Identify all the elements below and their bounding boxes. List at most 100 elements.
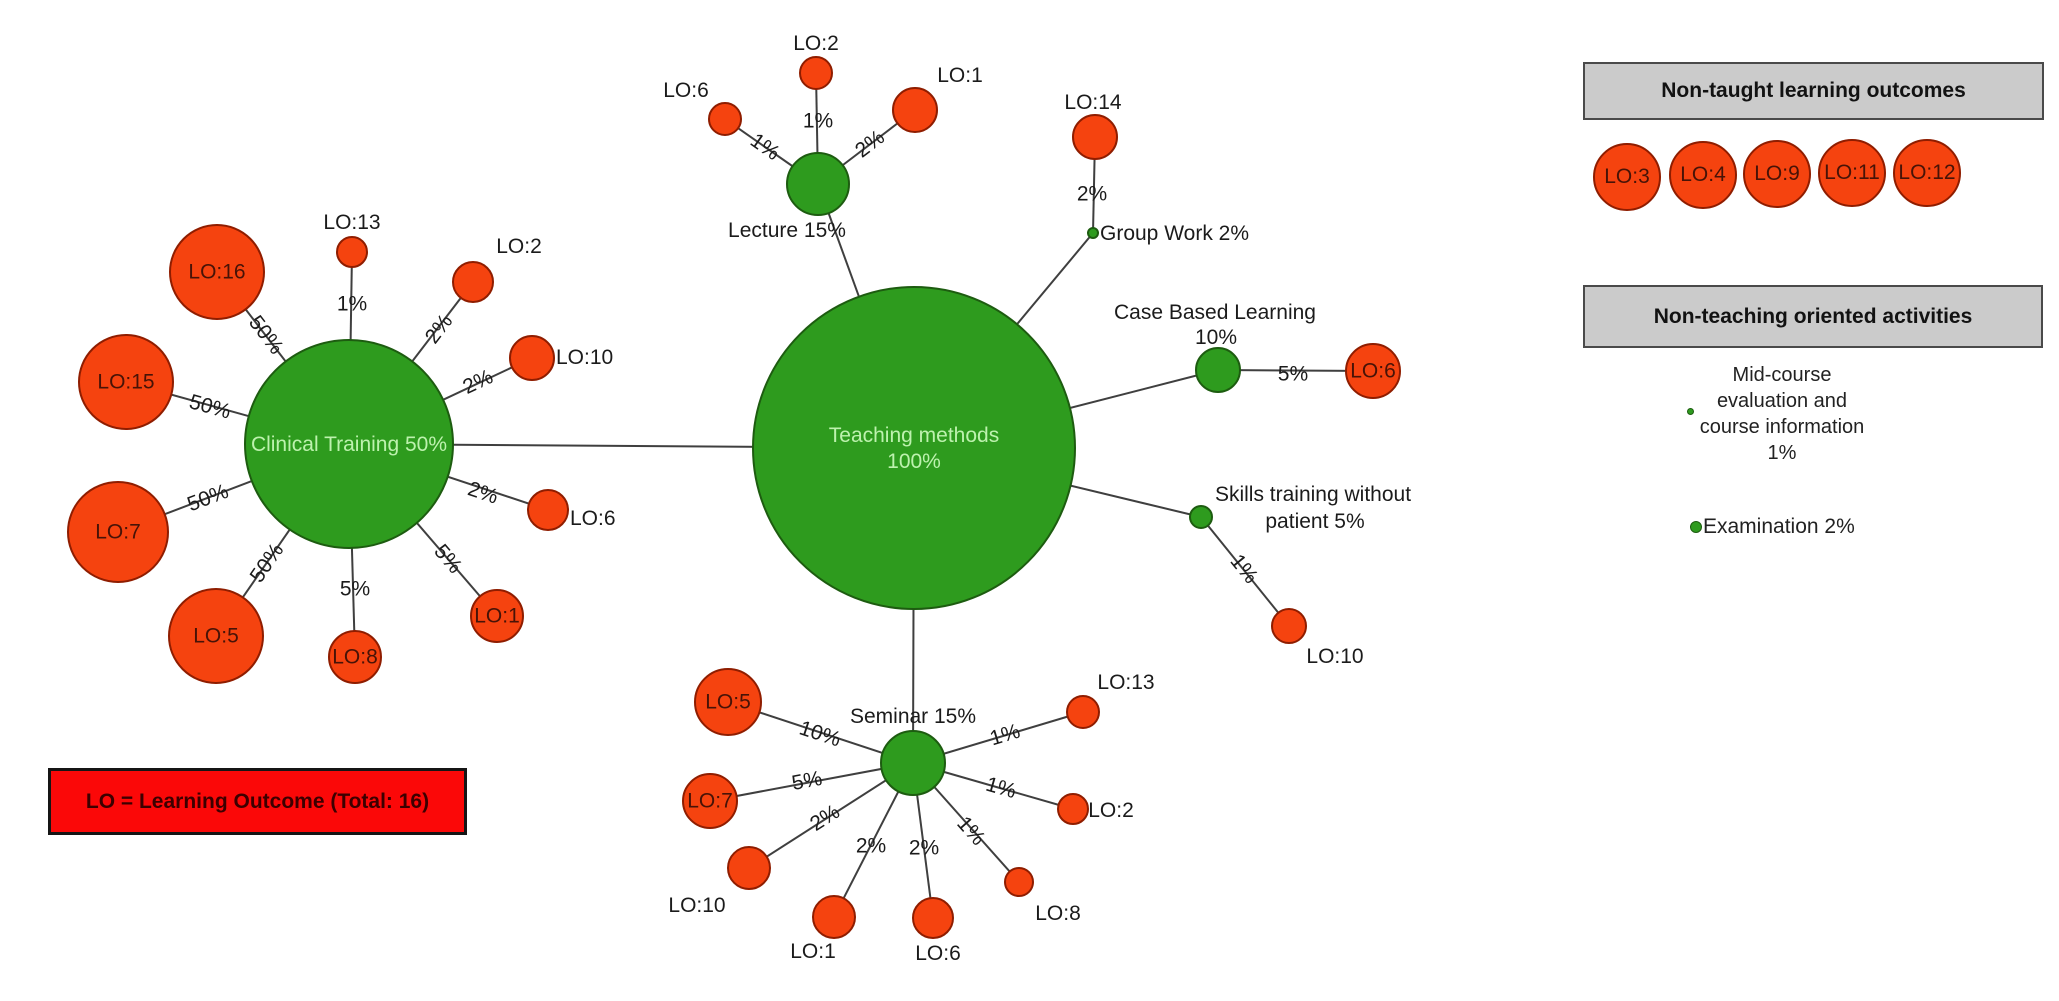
seminar-lo2-label: LO:2	[1088, 799, 1134, 822]
edge-label-clinical-lo13-clinical: 1%	[337, 293, 367, 316]
edge-label-clinical-lo6-clinical: 2%	[465, 477, 501, 508]
edge-label-seminar-lo1-seminar: 2%	[856, 835, 886, 858]
node-clinical	[244, 339, 454, 549]
seminar-lo1-label: LO:1	[790, 940, 836, 963]
node-lo5-seminar	[694, 668, 762, 736]
groupwork-lo14-label: LO:14	[1064, 91, 1122, 114]
node-lo2-clinical	[452, 261, 494, 303]
lecture-label: Lecture 15%	[728, 219, 846, 242]
node-label-lo15-clinical: LO:15	[97, 371, 154, 394]
examination-dot	[1690, 521, 1702, 533]
node-label-lo1-clinical: LO:1	[474, 605, 520, 628]
edge-label-seminar-lo6-seminar: 2%	[909, 837, 939, 860]
node-label-clinical: Clinical Training 50%	[251, 433, 447, 456]
midcourse-dot	[1687, 408, 1694, 415]
node-cbl	[1195, 347, 1241, 393]
non-teaching-header: Non-teaching oriented activities	[1583, 285, 2043, 348]
skills-lo10-label: LO:10	[1306, 645, 1363, 668]
node-lo6-clinical	[527, 489, 569, 531]
node-lo1-lecture	[892, 87, 938, 133]
node-lo14-groupwork	[1072, 114, 1118, 160]
examination-label: Examination 2%	[1703, 515, 1855, 538]
edge-label-clinical-lo8-clinical: 5%	[340, 578, 370, 601]
edge-label-seminar-lo7-seminar: 5%	[790, 767, 824, 795]
node-label-lo5-seminar: LO:5	[705, 691, 751, 714]
non-taught-lo12-circle: LO:12	[1893, 139, 1961, 207]
groupwork-label: Group Work 2%	[1100, 222, 1249, 245]
node-label-lo6-cbl: LO:6	[1350, 360, 1396, 383]
edge-label-clinical-lo10-clinical: 2%	[459, 365, 496, 399]
non-taught-lo3-circle: LO:3	[1593, 143, 1661, 211]
node-lo2-seminar	[1057, 793, 1089, 825]
seminar-lo13-label: LO:13	[1097, 671, 1154, 694]
node-lo7-clinical	[67, 481, 169, 583]
node-lo10-seminar	[727, 846, 771, 890]
node-label-teaching: Teaching methods 100%	[829, 424, 999, 473]
non-taught-header: Non-taught learning outcomes	[1583, 62, 2044, 120]
skills-label-line1: Skills training without	[1215, 483, 1411, 506]
lo-legend-box: LO = Learning Outcome (Total: 16)	[48, 768, 467, 835]
node-lo8-clinical	[328, 630, 382, 684]
seminar-lo6-label: LO:6	[915, 942, 961, 965]
node-lo15-clinical	[78, 334, 174, 430]
skills-label-line2: patient 5%	[1265, 510, 1364, 533]
clinical-lo2-label: LO:2	[496, 235, 542, 258]
node-label-lo5-clinical: LO:5	[193, 625, 239, 648]
node-lo13-seminar	[1066, 695, 1100, 729]
lecture-lo1-label: LO:1	[937, 64, 983, 87]
edge-label-clinical-lo5-clinical: 50%	[246, 539, 289, 587]
node-lecture	[786, 152, 850, 216]
node-label-lo8-clinical: LO:8	[332, 646, 378, 669]
node-lo1-seminar	[812, 895, 856, 939]
edge-label-seminar-lo10-seminar: 2%	[806, 800, 844, 836]
node-lo7-seminar	[682, 773, 738, 829]
seminar-lo10-label: LO:10	[668, 894, 725, 917]
midcourse-label: Mid-course evaluation and course informa…	[1699, 364, 1865, 464]
node-teaching	[752, 286, 1076, 610]
cbl-label-line2: 10%	[1195, 326, 1237, 349]
node-lo10-clinical	[509, 335, 555, 381]
clinical-lo10-label: LO:10	[556, 346, 613, 369]
node-lo5-clinical	[168, 588, 264, 684]
node-lo8-seminar	[1004, 867, 1034, 897]
node-lo1-clinical	[470, 589, 524, 643]
non-taught-lo9-circle: LO:9	[1743, 140, 1811, 208]
clinical-lo13-label: LO:13	[323, 211, 380, 234]
node-label-lo7-clinical: LO:7	[95, 521, 141, 544]
edge-seminar-lo7-seminar	[709, 762, 914, 802]
edge-label-clinical-lo1-clinical: 5%	[429, 540, 466, 578]
edge-label-seminar-lo5-seminar: 10%	[796, 717, 843, 752]
node-label-lo16-clinical: LO:16	[188, 261, 245, 284]
node-lo2-lecture	[799, 56, 833, 90]
lecture-lo2-label: LO:2	[793, 32, 839, 55]
node-lo6-seminar	[912, 897, 954, 939]
edge-label-cbl-lo6-cbl: 5%	[1278, 362, 1309, 385]
node-lo10-skills	[1271, 608, 1307, 644]
edge-label-lecture-lo1-lecture: 2%	[851, 126, 889, 163]
lo-legend-label: LO = Learning Outcome (Total: 16)	[85, 789, 430, 813]
node-lo6-lecture	[708, 102, 742, 136]
node-lo13-clinical	[336, 236, 368, 268]
edge-label-clinical-lo16-clinical: 50%	[244, 311, 288, 358]
clinical-lo6-label: LO:6	[570, 507, 616, 530]
edge-skills-lo10-skills	[1200, 516, 1290, 627]
node-label-lo7-seminar: LO:7	[687, 790, 733, 813]
non-teaching-header-label: Non-teaching oriented activities	[1653, 304, 1973, 328]
edge-label-groupwork-lo14-groupwork: 2%	[1077, 183, 1107, 206]
edge-label-seminar-lo2-seminar: 1%	[983, 773, 1019, 803]
node-seminar	[880, 730, 946, 796]
node-skills	[1189, 505, 1213, 529]
edge-label-lecture-lo2-lecture: 1%	[803, 110, 833, 133]
non-taught-header-label: Non-taught learning outcomes	[1661, 79, 1966, 102]
edge-label-lecture-lo6-lecture: 1%	[746, 129, 784, 165]
edge-label-clinical-lo15-clinical: 50%	[187, 390, 234, 423]
seminar-lo8-label: LO:8	[1035, 902, 1081, 925]
node-lo6-cbl	[1345, 343, 1401, 399]
non-taught-lo4-circle: LO:4	[1669, 141, 1737, 209]
edge-label-clinical-lo7-clinical: 50%	[184, 480, 231, 516]
node-lo16-clinical	[169, 224, 265, 320]
lecture-lo6-label: LO:6	[663, 79, 709, 102]
non-taught-lo11-circle: LO:11	[1818, 139, 1886, 207]
